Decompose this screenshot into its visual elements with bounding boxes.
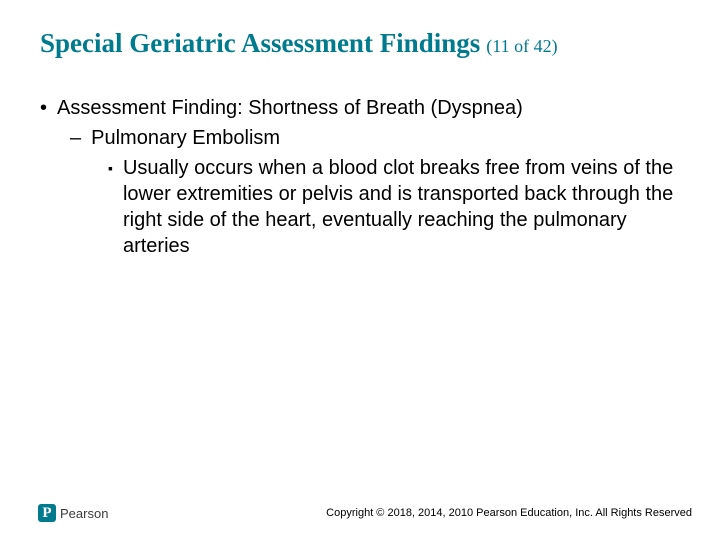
- slide-title: Special Geriatric Assessment Findings: [40, 28, 480, 59]
- logo-badge-icon: P: [38, 504, 56, 522]
- bullet-text: Usually occurs when a blood clot breaks …: [123, 155, 680, 259]
- square-marker-icon: ▪: [108, 159, 113, 263]
- slide-counter: (11 of 42): [486, 36, 557, 57]
- bullet-text: Assessment Finding: Shortness of Breath …: [57, 95, 523, 121]
- slide-container: Special Geriatric Assessment Findings (1…: [0, 0, 720, 540]
- title-row: Special Geriatric Assessment Findings (1…: [40, 28, 680, 59]
- bullet-level-2: – Pulmonary Embolism: [40, 125, 680, 151]
- bullet-level-3: ▪ Usually occurs when a blood clot break…: [40, 155, 680, 259]
- copyright-text: Copyright © 2018, 2014, 2010 Pearson Edu…: [326, 507, 692, 519]
- slide-content: • Assessment Finding: Shortness of Breat…: [40, 95, 680, 259]
- bullet-text: Pulmonary Embolism: [91, 125, 280, 151]
- pearson-logo: P Pearson: [38, 504, 108, 522]
- logo-text: Pearson: [60, 506, 108, 521]
- dash-marker-icon: –: [70, 125, 81, 151]
- slide-footer: P Pearson Copyright © 2018, 2014, 2010 P…: [38, 504, 692, 522]
- bullet-level-1: • Assessment Finding: Shortness of Breat…: [40, 95, 680, 121]
- logo-letter: P: [42, 505, 51, 522]
- bullet-marker-icon: •: [40, 95, 47, 121]
